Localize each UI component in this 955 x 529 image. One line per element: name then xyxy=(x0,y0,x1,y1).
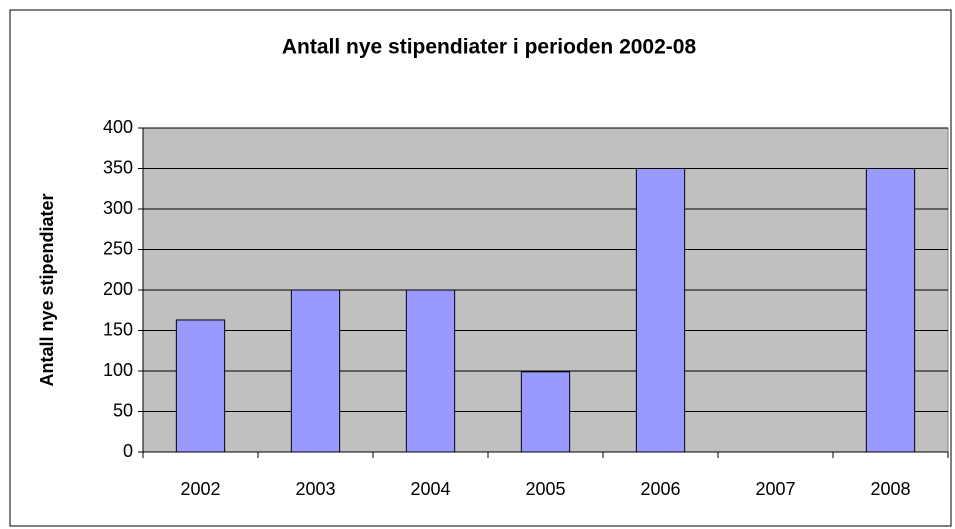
y-tick-label: 0 xyxy=(123,441,133,461)
x-tick-label: 2005 xyxy=(525,479,565,499)
chart-title: Antall nye stipendiater i perioden 2002-… xyxy=(282,36,697,59)
x-tick-label: 2002 xyxy=(180,479,220,499)
y-tick-label: 200 xyxy=(103,279,133,299)
x-tick-label: 2006 xyxy=(640,479,680,499)
bar xyxy=(405,289,456,453)
bar xyxy=(520,371,571,453)
y-axis-label: Antall nye stipendiater xyxy=(37,193,57,386)
x-tick-label: 2007 xyxy=(755,479,795,499)
bar xyxy=(865,168,916,453)
y-tick-label: 400 xyxy=(103,117,133,137)
y-tick-label: 50 xyxy=(113,400,133,420)
y-tick-label: 350 xyxy=(103,157,133,177)
y-tick-label: 150 xyxy=(103,319,133,339)
bar xyxy=(635,168,686,453)
x-tick-label: 2003 xyxy=(295,479,335,499)
bar xyxy=(175,319,226,453)
x-tick-label: 2004 xyxy=(410,479,450,499)
x-tick-label: 2008 xyxy=(870,479,910,499)
y-tick-label: 300 xyxy=(103,198,133,218)
bar xyxy=(290,289,341,453)
y-tick-label: 250 xyxy=(103,238,133,258)
y-tick-label: 100 xyxy=(103,360,133,380)
